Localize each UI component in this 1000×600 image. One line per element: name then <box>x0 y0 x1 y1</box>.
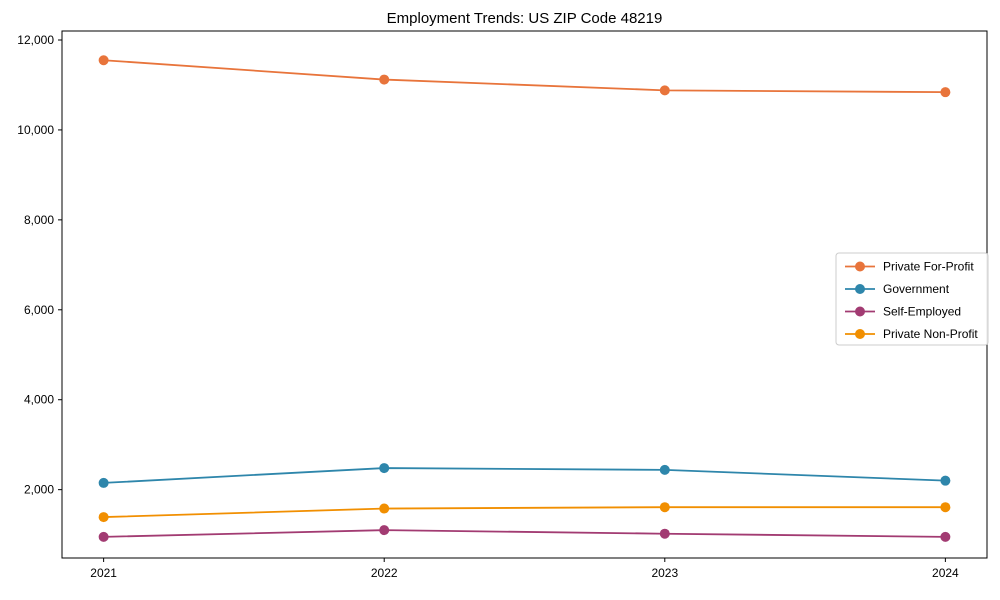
legend-label: Government <box>883 282 950 296</box>
data-point-government-2023 <box>659 464 670 475</box>
data-point-self-employed-2022 <box>379 525 390 536</box>
data-point-private-non-profit-2024 <box>940 502 951 513</box>
legend-label: Private For-Profit <box>883 260 974 274</box>
data-point-private-for-profit-2022 <box>379 74 390 85</box>
data-point-private-for-profit-2021 <box>98 55 109 66</box>
data-point-government-2021 <box>98 477 109 488</box>
chart-title: Employment Trends: US ZIP Code 48219 <box>386 10 663 27</box>
y-tick-label: 8,000 <box>24 213 54 227</box>
legend-box <box>835 252 989 346</box>
y-tick-label: 12,000 <box>17 33 54 47</box>
line-series-government <box>103 467 946 484</box>
x-tick-label: 2024 <box>932 566 959 580</box>
data-point-private-non-profit-2022 <box>379 503 390 514</box>
data-point-government-2022 <box>379 463 390 474</box>
line-series-private-for-profit <box>103 59 946 94</box>
data-point-self-employed-2021 <box>98 531 109 542</box>
data-point-private-non-profit-2021 <box>98 512 109 523</box>
data-point-private-non-profit-2023 <box>659 502 670 513</box>
legend-label: Private Non-Profit <box>883 327 978 341</box>
y-tick-label: 6,000 <box>24 303 54 317</box>
data-point-private-for-profit-2024 <box>940 87 951 98</box>
x-tick-label: 2023 <box>651 566 678 580</box>
legend-label: Self-Employed <box>883 305 961 319</box>
legend-marker <box>855 329 865 339</box>
x-tick-label: 2022 <box>371 566 398 580</box>
data-point-government-2024 <box>940 475 951 486</box>
y-tick-label: 10,000 <box>17 123 54 137</box>
y-tick-label: 2,000 <box>24 483 54 497</box>
y-tick-label: 4,000 <box>24 393 54 407</box>
line-series-self-employed <box>103 529 946 538</box>
data-point-private-for-profit-2023 <box>659 85 670 96</box>
legend-marker <box>855 284 865 294</box>
data-point-self-employed-2023 <box>659 528 670 539</box>
line-series-private-non-profit <box>103 506 946 518</box>
legend-marker <box>855 306 865 317</box>
x-tick-label: 2021 <box>90 566 117 580</box>
data-point-self-employed-2024 <box>940 531 951 542</box>
legend-marker <box>855 261 865 272</box>
